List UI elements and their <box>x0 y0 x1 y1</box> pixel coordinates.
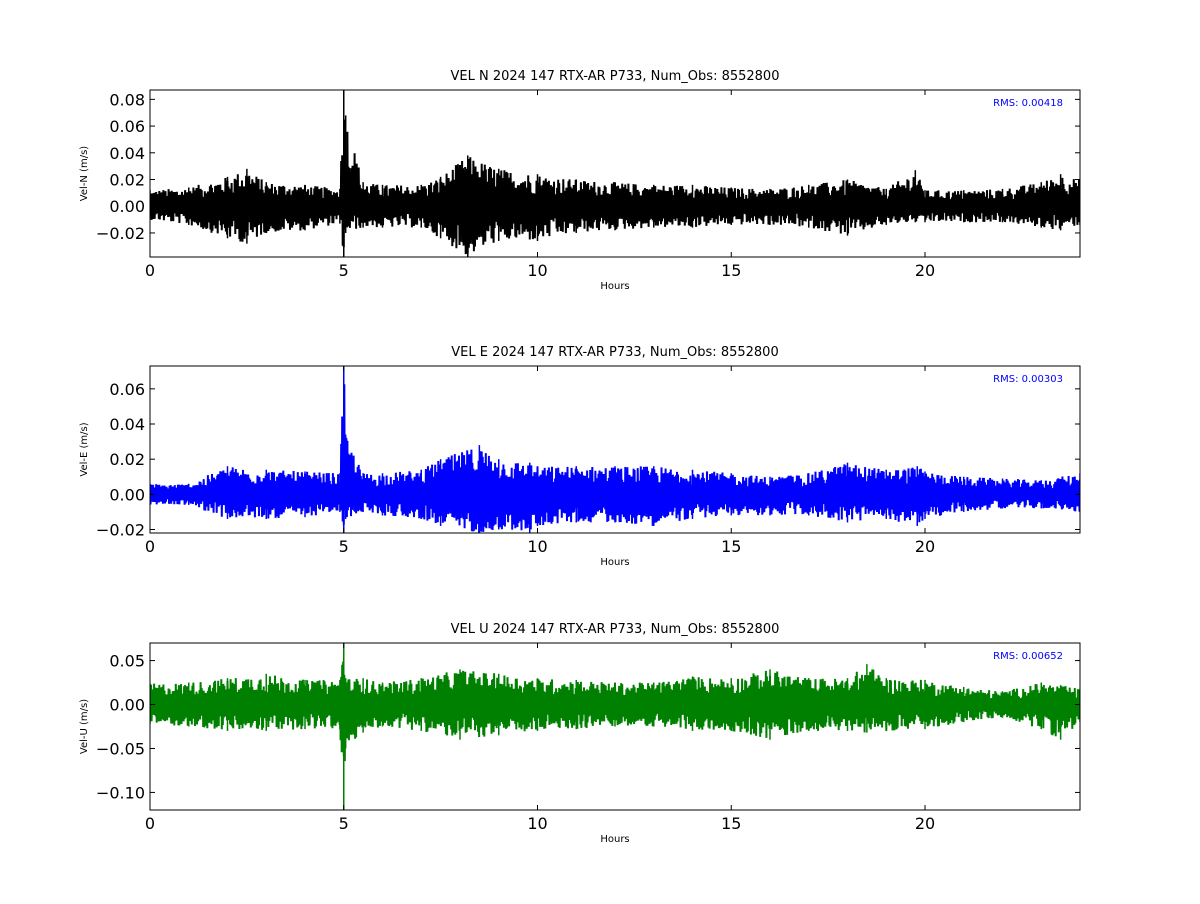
y-tick-label: 0.06 <box>109 380 145 399</box>
x-axis-label: Hours <box>600 281 629 292</box>
y-tick-label: 0.02 <box>109 171 145 190</box>
chart-title: VEL E 2024 147 RTX-AR P733, Num_Obs: 855… <box>451 345 778 360</box>
x-tick-label: 20 <box>915 814 935 833</box>
y-tick-label: −0.02 <box>96 224 145 243</box>
y-axis-label: Vel-N (m/s) <box>79 146 90 201</box>
y-tick-label: 0.02 <box>109 450 145 469</box>
x-tick-label: 20 <box>915 537 935 556</box>
y-tick-label: 0.04 <box>109 415 145 434</box>
x-tick-label: 10 <box>527 814 547 833</box>
panel-vel-n: 0 5 10 15 20 −0.02 0.00 0.02 0.04 0.06 0.08 VEL N 2… <box>79 69 1081 292</box>
x-tick-label: 15 <box>721 814 741 833</box>
x-tick-label: 5 <box>339 261 349 280</box>
rms-annotation: RMS: 0.00303 <box>993 374 1063 385</box>
rms-annotation: RMS: 0.00418 <box>993 98 1063 109</box>
y-tick-label: 0.00 <box>109 197 145 216</box>
y-tick-label: 0.06 <box>109 117 145 136</box>
x-axis-label: Hours <box>600 834 629 845</box>
y-axis-label: Vel-U (m/s) <box>79 699 90 754</box>
x-tick-label: 0 <box>145 814 155 833</box>
y-tick-label: 0.04 <box>109 144 145 163</box>
y-tick-label: 0.05 <box>109 652 145 671</box>
plot-frame <box>149 89 1081 258</box>
rms-annotation: RMS: 0.00652 <box>993 651 1063 662</box>
x-tick-label: 0 <box>145 537 155 556</box>
x-tick-label: 20 <box>915 261 935 280</box>
panel-vel-u: 0 5 10 15 20 −0.10 −0.05 0.00 0.05 VEL U 2024 147… <box>79 622 1081 845</box>
x-tick-label: 10 <box>527 261 547 280</box>
plot-frame <box>149 642 1081 811</box>
x-axis-label: Hours <box>600 557 629 568</box>
y-tick-label: 0.08 <box>109 90 145 109</box>
y-tick-label: −0.10 <box>96 783 145 802</box>
chart-title: VEL N 2024 147 RTX-AR P733, Num_Obs: 855… <box>451 69 780 84</box>
x-tick-label: 5 <box>339 814 349 833</box>
y-tick-label: −0.05 <box>96 739 145 758</box>
y-tick-label: 0.00 <box>109 696 145 715</box>
panel-vel-e: 0 5 10 15 20 −0.02 0.00 0.02 0.04 0.06 VEL E 2024 … <box>79 345 1081 568</box>
x-tick-label: 0 <box>145 261 155 280</box>
y-tick-label: −0.02 <box>96 520 145 539</box>
chart-title: VEL U 2024 147 RTX-AR P733, Num_Obs: 855… <box>451 622 780 637</box>
y-tick-label: 0.00 <box>109 485 145 504</box>
x-tick-label: 5 <box>339 537 349 556</box>
x-tick-label: 15 <box>721 537 741 556</box>
x-tick-label: 15 <box>721 261 741 280</box>
y-axis-label: Vel-E (m/s) <box>79 422 90 476</box>
x-tick-label: 10 <box>527 537 547 556</box>
plot-frame <box>149 365 1081 534</box>
